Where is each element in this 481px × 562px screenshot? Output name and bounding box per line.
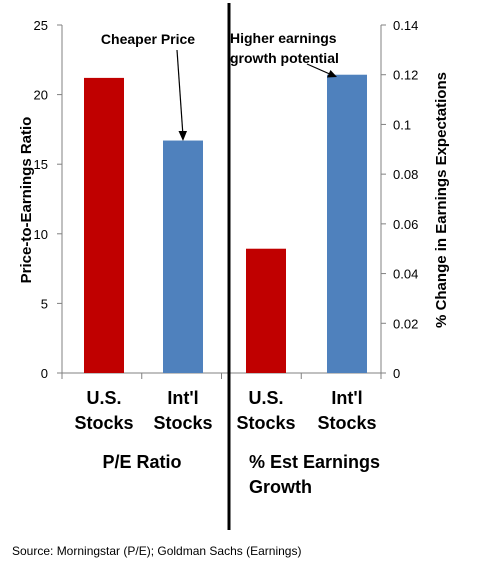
left-y-tick-label: 15 bbox=[34, 157, 48, 172]
left-y-tick-label: 20 bbox=[34, 88, 48, 103]
annotation-cheaper-price: Cheaper Price bbox=[101, 31, 195, 47]
group-label-earnings-growth: Growth bbox=[249, 477, 312, 497]
right-y-tick-label: 0 bbox=[393, 366, 400, 381]
group-label-earnings-growth: % Est Earnings bbox=[249, 452, 380, 472]
right-y-tick-label: 0.14 bbox=[393, 18, 418, 33]
annotation-arrowhead bbox=[178, 131, 187, 141]
right-y-tick-label: 0.02 bbox=[393, 316, 418, 331]
group-label-pe-ratio: P/E Ratio bbox=[102, 452, 181, 472]
right-y-tick-label: 0.1 bbox=[393, 117, 411, 132]
annotation-higher-earnings: growth potential bbox=[230, 50, 339, 66]
left-y-axis-title: Price-to-Earnings Ratio bbox=[18, 117, 35, 284]
annotation-higher-earnings: Higher earnings bbox=[230, 30, 337, 46]
category-label: U.S. bbox=[248, 388, 283, 408]
left-y-tick-label: 25 bbox=[34, 18, 48, 33]
category-label: U.S. bbox=[86, 388, 121, 408]
left-y-tick-label: 0 bbox=[41, 366, 48, 381]
category-label: Int'l bbox=[167, 388, 198, 408]
category-label: Stocks bbox=[74, 413, 133, 433]
bar-growth-intl-stocks bbox=[327, 74, 367, 373]
right-y-axis-title: % Change in Earnings Expectations bbox=[433, 72, 450, 328]
source-note: Source: Morningstar (P/E); Goldman Sachs… bbox=[12, 544, 301, 558]
category-label: Int'l bbox=[331, 388, 362, 408]
left-y-tick-label: 10 bbox=[34, 227, 48, 242]
right-y-tick-label: 0.12 bbox=[393, 68, 418, 83]
bar-pe-intl-stocks bbox=[163, 140, 203, 373]
annotation-arrow-line bbox=[176, 49, 184, 137]
category-label: Stocks bbox=[236, 413, 295, 433]
left-y-tick-label: 5 bbox=[41, 296, 48, 311]
right-y-tick-label: 0.04 bbox=[393, 267, 418, 282]
annotation-arrow-line bbox=[306, 63, 333, 76]
category-label: Stocks bbox=[317, 413, 376, 433]
right-y-tick-label: 0.06 bbox=[393, 217, 418, 232]
category-label: Stocks bbox=[153, 413, 212, 433]
bar-growth-us-stocks bbox=[246, 248, 286, 373]
bar-pe-us-stocks bbox=[84, 77, 124, 374]
right-y-tick-label: 0.08 bbox=[393, 167, 418, 182]
annotation-arrowhead bbox=[327, 70, 337, 78]
